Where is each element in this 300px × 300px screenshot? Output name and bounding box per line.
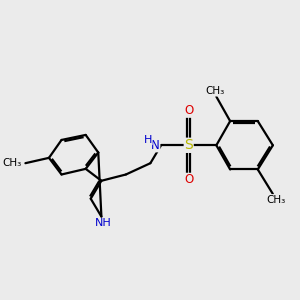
Text: CH₃: CH₃ — [205, 86, 224, 96]
Text: CH₃: CH₃ — [2, 158, 22, 168]
Text: NH: NH — [94, 218, 111, 229]
Text: N: N — [151, 139, 160, 152]
Text: CH₃: CH₃ — [266, 195, 286, 205]
Text: O: O — [184, 173, 193, 186]
Text: S: S — [184, 138, 193, 152]
Text: H: H — [144, 135, 152, 145]
Text: O: O — [184, 104, 193, 117]
